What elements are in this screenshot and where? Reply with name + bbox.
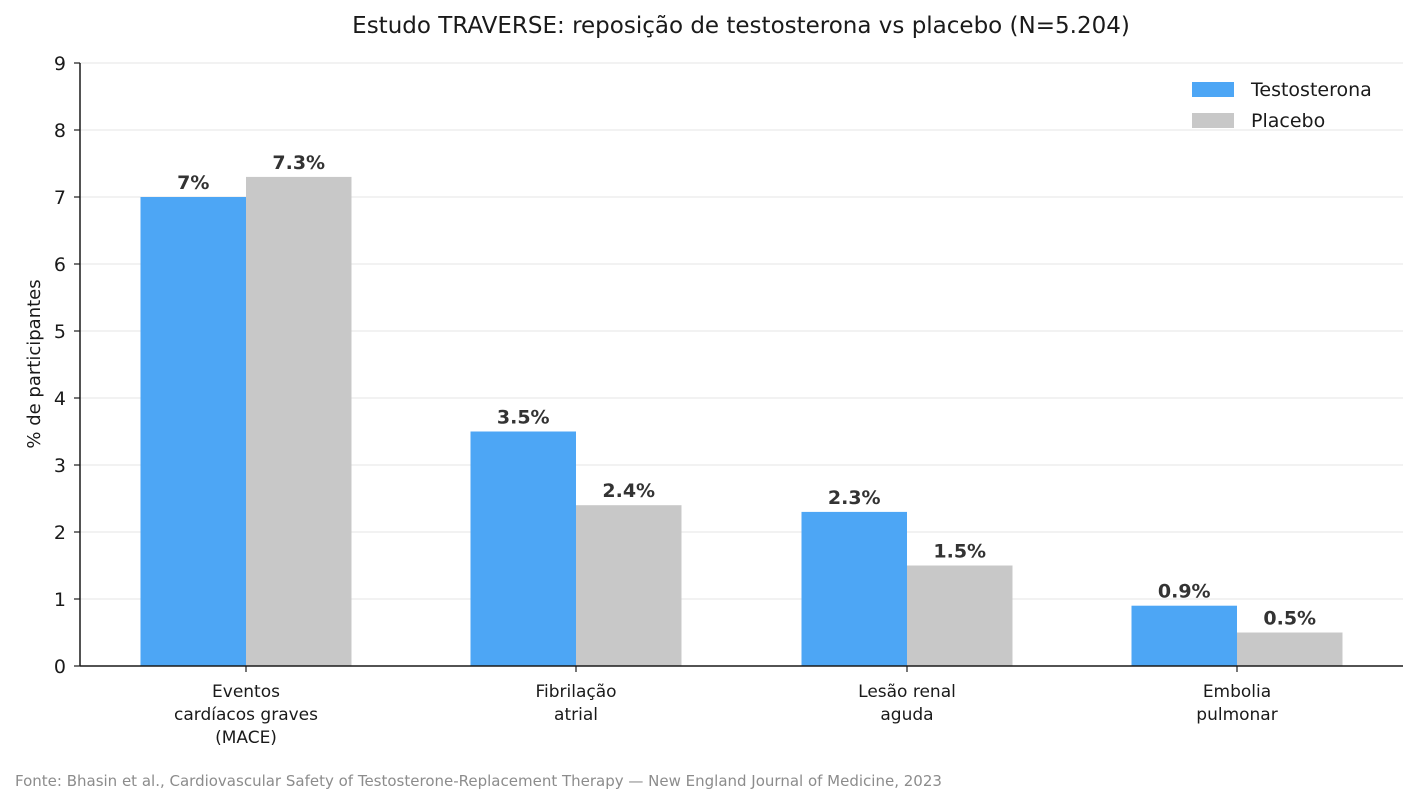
bar-placebo-4 xyxy=(1237,632,1343,666)
data-label: 0.5% xyxy=(1263,608,1316,630)
y-tick-label: 8 xyxy=(54,120,66,142)
chart-title: Estudo TRAVERSE: reposição de testostero… xyxy=(352,13,1130,39)
y-tick-label: 0 xyxy=(54,656,66,678)
data-label: 7.3% xyxy=(272,152,325,174)
x-tick-label: Lesão renal aguda xyxy=(858,682,956,725)
data-label: 2.3% xyxy=(828,487,881,509)
y-tick-label: 7 xyxy=(54,187,66,209)
x-tick-label: Fibrilação atrial xyxy=(535,682,616,725)
bar-testosterona-2 xyxy=(470,431,576,666)
data-label: 3.5% xyxy=(497,407,550,429)
x-tick-label: Eventos cardíacos graves (MACE) xyxy=(174,682,318,748)
data-label: 0.9% xyxy=(1158,581,1211,603)
y-tick-label: 3 xyxy=(54,455,66,477)
bar-testosterona-1 xyxy=(140,197,246,666)
legend-swatch-testosterona xyxy=(1192,82,1234,97)
x-tick-label: Embolia pulmonar xyxy=(1196,682,1277,725)
legend-label-placebo: Placebo xyxy=(1251,110,1325,132)
bar-placebo-2 xyxy=(576,505,682,666)
bar-testosterona-4 xyxy=(1131,605,1237,666)
y-axis-label: % de participantes xyxy=(24,279,45,448)
bar-placebo-1 xyxy=(246,176,352,666)
data-label: 7% xyxy=(177,172,209,194)
data-labels: 7% 3.5% 2.3% 0.9% 7.3% 2.4% 1.5% 0.5% xyxy=(177,152,1316,630)
legend-label-testosterona: Testosterona xyxy=(1250,79,1372,101)
data-label: 2.4% xyxy=(602,480,655,502)
y-tick-label: 4 xyxy=(54,388,66,410)
y-tick-label: 9 xyxy=(54,53,66,75)
y-tick-label: 2 xyxy=(54,522,66,544)
source-note: Fonte: Bhasin et al., Cardiovascular Saf… xyxy=(15,772,942,790)
bar-testosterona-3 xyxy=(801,511,907,666)
bars xyxy=(140,176,1343,666)
bar-placebo-3 xyxy=(907,565,1013,666)
y-tick-label: 1 xyxy=(54,589,66,611)
axes: 0 1 2 3 4 5 6 7 8 9 Eventos cardíacos graves (MACE) F… xyxy=(54,53,1403,748)
legend-swatch-placebo xyxy=(1192,113,1234,128)
data-label: 1.5% xyxy=(933,541,986,563)
y-tick-label: 6 xyxy=(54,254,66,276)
y-tick-label: 5 xyxy=(54,321,66,343)
legend: Testosterona Placebo xyxy=(1192,79,1372,132)
